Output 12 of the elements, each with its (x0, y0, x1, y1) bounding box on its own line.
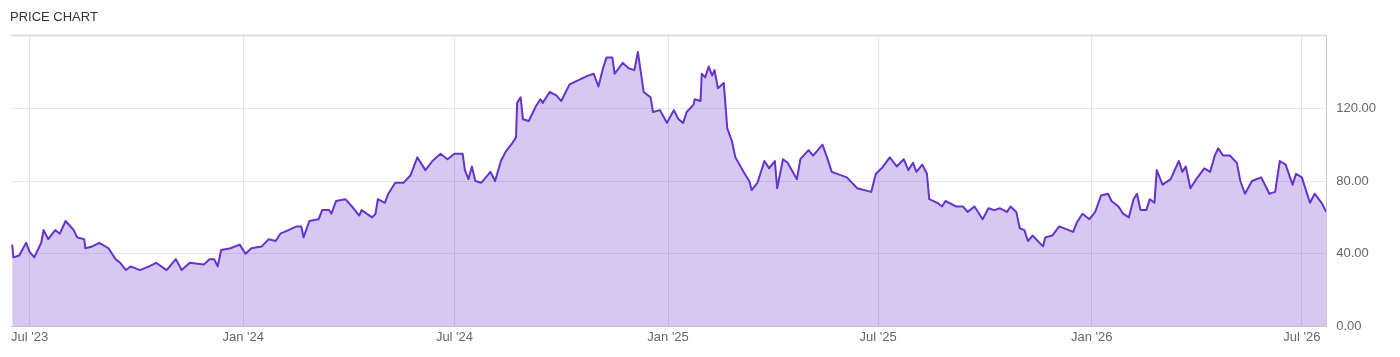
y-tick-label: 40.00 (1336, 245, 1369, 261)
y-tick-label: 120.00 (1336, 99, 1376, 115)
y-tick-label: 80.00 (1336, 172, 1369, 188)
x-tick-label: Jan '24 (222, 328, 264, 344)
x-tick-label: Jan '25 (647, 328, 689, 344)
x-tick-label: Jul '24 (435, 328, 474, 344)
chart-title: PRICE CHART (10, 9, 98, 25)
x-tick-label: Jul '23 (11, 328, 49, 344)
x-tick-label: Jul '26 (1283, 328, 1321, 344)
x-tick-label: Jan '26 (1071, 328, 1113, 344)
y-tick-label: 0.00 (1336, 317, 1362, 333)
x-tick-label: Jul '25 (859, 328, 897, 344)
